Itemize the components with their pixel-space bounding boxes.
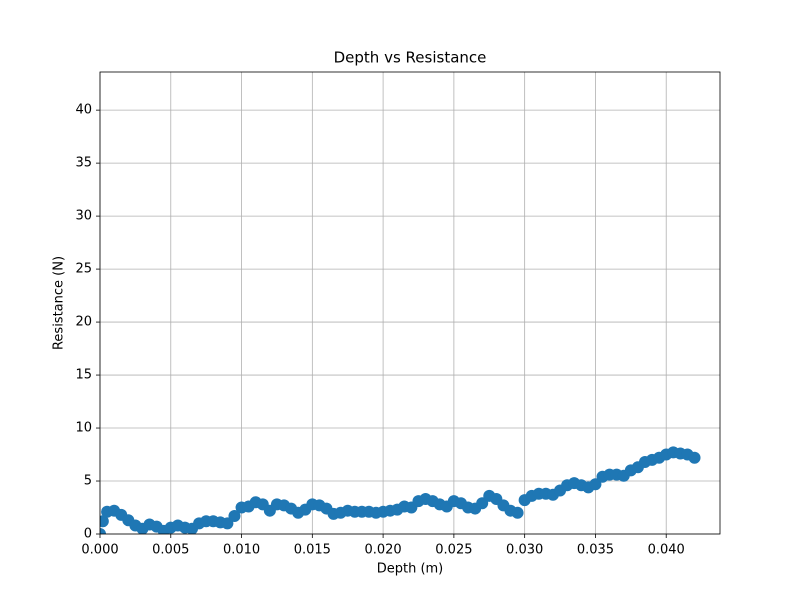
x-tick-label: 0.005 [152, 543, 189, 558]
chart-title: Depth vs Resistance [334, 49, 487, 67]
y-axis-label: Resistance (N) [52, 256, 67, 350]
y-tick-label: 10 [75, 421, 92, 436]
x-tick-label: 0.015 [294, 543, 331, 558]
y-tick-label: 5 [84, 474, 92, 489]
x-axis-label: Depth (m) [377, 562, 444, 577]
y-tick-label: 40 [75, 103, 92, 118]
point [100, 528, 106, 534]
x-tick-label: 0.030 [506, 543, 543, 558]
x-tick-label: 0.020 [364, 543, 401, 558]
plot-area [100, 446, 701, 534]
y-tick-label: 35 [75, 156, 92, 171]
y-tick-label: 0 [84, 527, 92, 542]
x-tick-label: 0.025 [435, 543, 472, 558]
y-tick-label: 30 [75, 209, 92, 224]
point [221, 517, 234, 530]
y-tick-label: 25 [75, 262, 92, 277]
point [688, 451, 701, 464]
point [511, 506, 524, 519]
y-tick-label: 15 [75, 368, 92, 383]
x-tick-label: 0.040 [648, 543, 685, 558]
x-tick-label: 0.035 [577, 543, 614, 558]
y-tick-label: 20 [75, 315, 92, 330]
axes-frame [99, 71, 721, 535]
point [228, 509, 241, 522]
point [589, 478, 602, 491]
point [100, 515, 109, 528]
point [476, 497, 489, 510]
x-tick-label: 0.000 [81, 543, 118, 558]
x-tick-label: 0.010 [223, 543, 260, 558]
